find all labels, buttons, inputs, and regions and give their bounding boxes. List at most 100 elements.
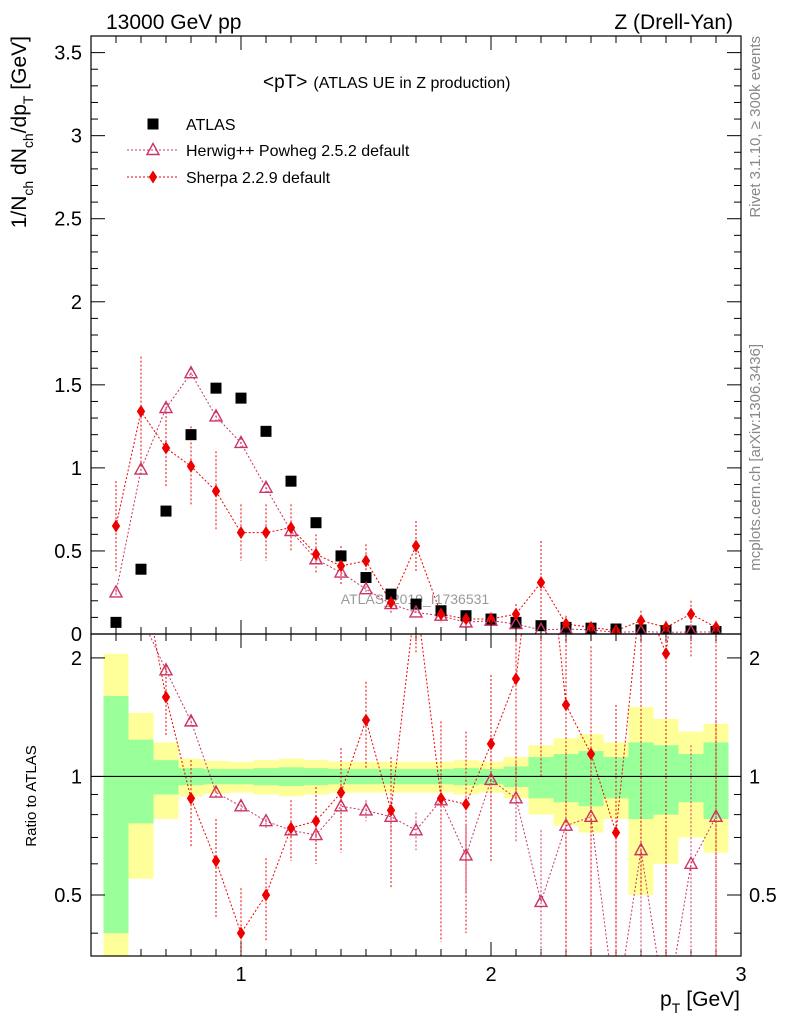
legend-marker	[148, 170, 158, 184]
herwig-ratio-point	[233, 798, 249, 812]
atlas-point	[110, 616, 122, 628]
atlas-point	[535, 620, 547, 632]
sherpa-ratio-point	[311, 814, 321, 828]
herwig-point	[108, 584, 124, 598]
herwig-ratio-point	[683, 855, 699, 870]
ratio-y-tick-label-right: 1	[749, 766, 760, 788]
ratio-frame	[90, 633, 742, 957]
y-tick-label: 1.5	[54, 375, 82, 397]
chart-subtitle: (ATLAS UE in Z production)	[313, 75, 510, 92]
band-green	[153, 760, 179, 795]
herwig-ratio-point	[183, 713, 199, 727]
sherpa-point	[136, 404, 146, 418]
sherpa-ratio-point	[386, 803, 396, 817]
sherpa-point	[561, 617, 571, 631]
y-tick-label: 2.5	[54, 209, 82, 231]
sherpa-ratio-point	[236, 926, 246, 940]
atlas-point	[135, 563, 147, 575]
sherpa-ratio-point	[436, 791, 446, 805]
x-tick-label: 3	[735, 964, 746, 986]
sherpa-point	[236, 526, 246, 540]
sherpa-ratio-point	[361, 713, 371, 727]
main-axes: 0 0.5 1 1.5 2 2.5 3 3.5	[54, 35, 742, 956]
sherpa-ratio-point	[261, 888, 271, 902]
herwig-point	[710, 624, 722, 634]
herwig-ratio-point	[308, 827, 324, 841]
sherpa-ratio-point	[611, 826, 621, 840]
y-tick-label: 1	[71, 458, 82, 480]
atlas-point	[385, 588, 397, 600]
atlas-point	[260, 425, 272, 437]
sherpa-ratio-point	[461, 797, 471, 811]
herwig-point	[660, 624, 672, 634]
herwig-point	[534, 621, 548, 634]
ratio-y-tick-label-right: 0.5	[749, 885, 777, 907]
herwig-point	[258, 479, 274, 494]
legend-label: Sherpa 2.2.9 default	[186, 170, 331, 187]
herwig-ratio-point	[458, 847, 474, 861]
sherpa-point	[336, 559, 346, 573]
herwig-point	[458, 614, 474, 628]
herwig-ratio-point	[583, 808, 599, 822]
herwig-point	[358, 581, 374, 595]
herwig-ratio-point	[610, 1007, 622, 1018]
y-axis-label: 1/Nch dNch/dpT [GeV]	[8, 36, 36, 228]
x-axis-label: pT [GeV]	[660, 988, 740, 1016]
sherpa-point	[111, 519, 121, 533]
herwig-ratio-point	[383, 808, 399, 822]
atlas-point	[510, 616, 522, 628]
sherpa-point	[636, 614, 646, 628]
sherpa-point	[261, 526, 271, 540]
atlas-point	[185, 429, 197, 441]
sherpa-point	[411, 539, 421, 553]
ratio-y-tick-label: 1	[71, 766, 82, 788]
atlas-point	[410, 598, 422, 610]
band-green	[653, 745, 679, 815]
ratio-y-axis-label: Ratio to ATLAS	[23, 745, 40, 846]
herwig-point	[133, 461, 149, 475]
herwig-point	[333, 564, 349, 578]
sherpa-point	[536, 576, 546, 590]
sherpa-ratio-point	[186, 791, 196, 805]
herwig-ratio-point	[408, 822, 424, 836]
ratio-axes: 1 2 3 0.5 0.5 1 1 2 2	[54, 633, 777, 986]
herwig-ratio-point	[158, 662, 174, 676]
sherpa-ratio-point	[586, 747, 596, 761]
sherpa-point	[686, 607, 696, 621]
sherpa-point	[161, 441, 171, 455]
herwig-point	[158, 400, 174, 414]
y-tick-label: 3.5	[54, 43, 82, 65]
sherpa-ratio-point	[486, 737, 496, 751]
rivet-version-label: Rivet 3.1.10, ≥ 300k events	[747, 36, 764, 218]
herwig-point	[635, 623, 647, 634]
collision-label: 13000 GeV pp	[106, 11, 241, 34]
sherpa-ratio-point	[561, 698, 571, 712]
atlas-point	[310, 517, 322, 529]
atlas-point	[235, 392, 247, 404]
atlas-point	[335, 550, 347, 562]
legend-marker	[147, 118, 159, 130]
herwig-point	[233, 435, 249, 449]
sherpa-point	[511, 607, 521, 621]
legend-label: ATLAS	[186, 117, 236, 134]
band-green	[103, 696, 129, 934]
herwig-ratio-point	[483, 771, 499, 786]
chart-title: <pT> (ATLAS UE in Z production)	[263, 72, 510, 93]
herwig-point	[283, 523, 299, 537]
sherpa-ratio-point	[511, 672, 521, 686]
atlas-point	[160, 505, 172, 517]
atlas-point	[360, 572, 372, 584]
sherpa-point	[386, 595, 396, 609]
band-green	[128, 739, 154, 824]
herwig-ratio-point	[208, 784, 224, 798]
ratio-data-layer	[91, 634, 741, 1018]
sherpa-point	[286, 521, 296, 535]
herwig-point	[183, 365, 199, 379]
ratio-y-tick-label-right: 2	[749, 648, 760, 670]
process-label: Z (Drell-Yan)	[614, 11, 733, 34]
atlas-point	[285, 475, 297, 487]
legend: ATLAS Herwig++ Powheg 2.5.2 default Sherpa…	[127, 117, 410, 187]
sherpa-point	[461, 612, 471, 626]
y-tick-label: 3	[71, 126, 82, 148]
herwig-ratio-point	[358, 802, 374, 816]
